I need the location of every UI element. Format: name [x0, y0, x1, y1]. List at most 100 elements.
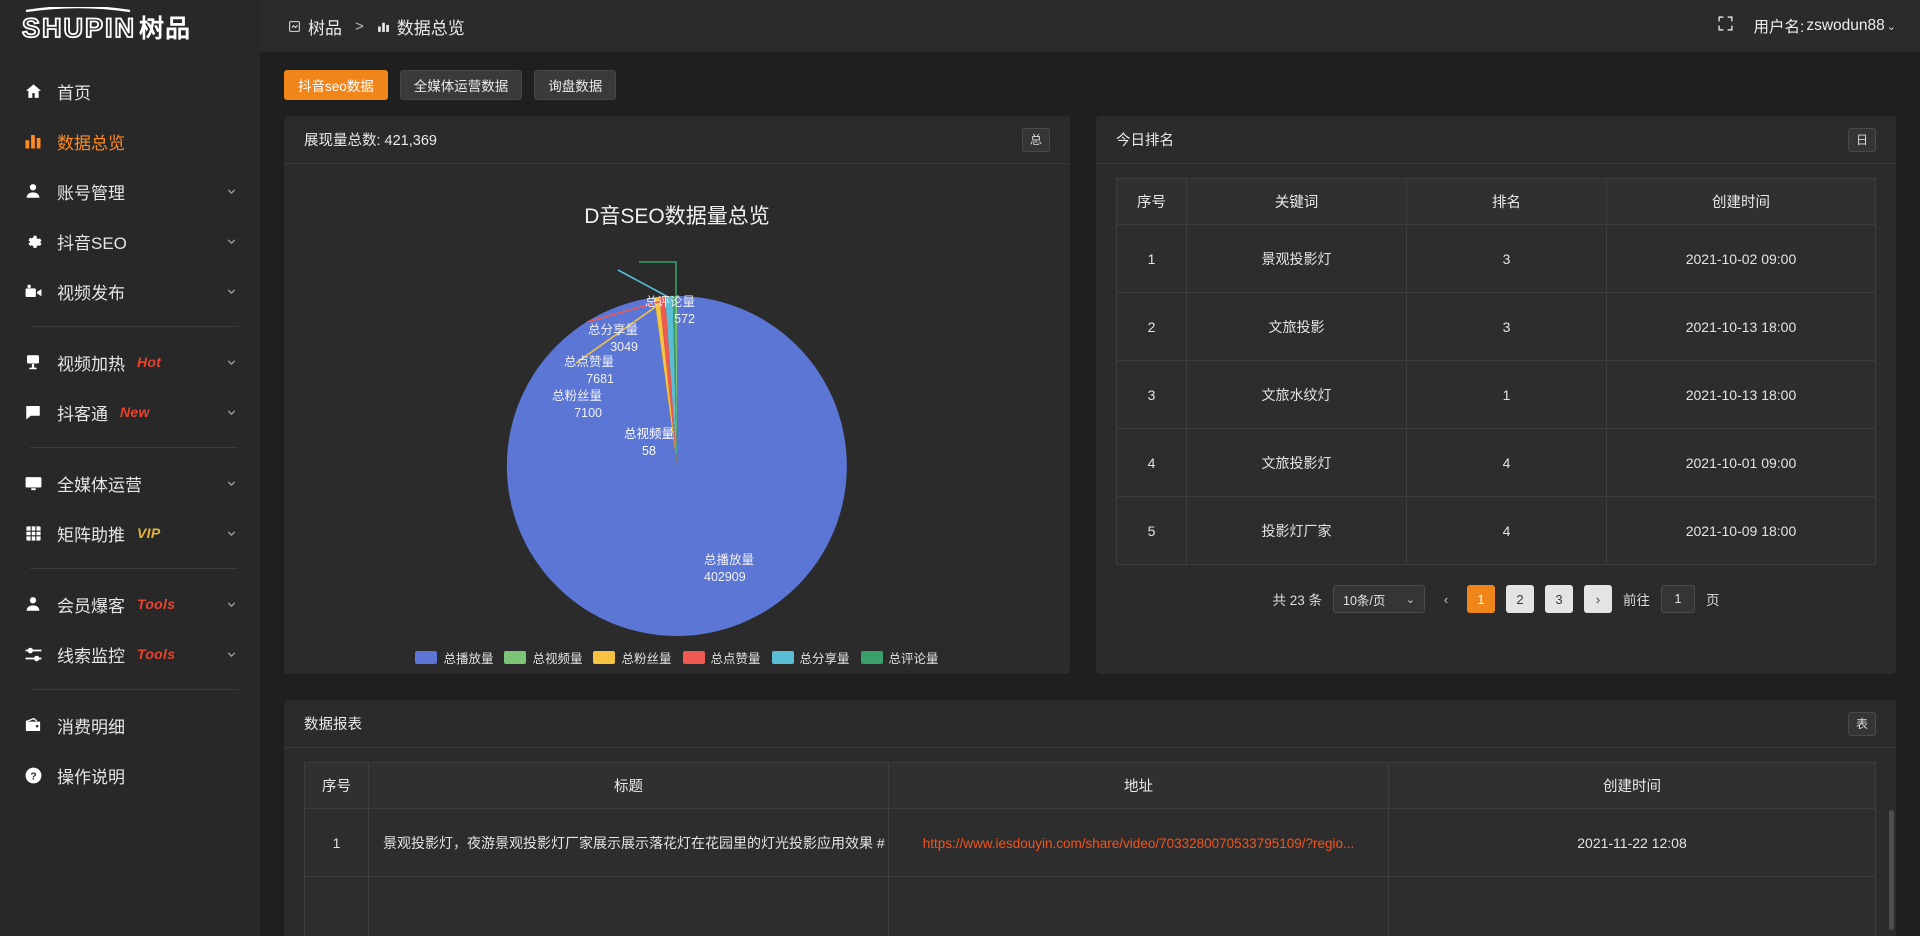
table-row[interactable]: 3 文旅水纹灯 1 2021-10-13 18:00: [1116, 360, 1876, 429]
video-url-link[interactable]: https://www.iesdouyin.com/share/video/70…: [922, 835, 1355, 851]
sidebar-badge-tools: Tools: [137, 646, 176, 662]
fullscreen-icon[interactable]: [1717, 15, 1734, 37]
table-header-row: 序号 关键词 排名 创建时间: [1116, 178, 1876, 225]
sidebar-item-video-boost[interactable]: 视频加热 Hot: [0, 337, 260, 387]
legend-item-videos[interactable]: 总视频量: [504, 648, 582, 667]
sidebar-item-member-boom[interactable]: 会员爆客 Tools: [0, 579, 260, 629]
tab-douyin-seo-data[interactable]: 抖音seo数据: [284, 70, 388, 100]
sidebar-item-label: 视频加热: [57, 354, 125, 374]
user-icon: [22, 180, 44, 202]
pie-label-comments: 总评论量 572: [644, 295, 695, 326]
pie-slice-videos[interactable]: [675, 295, 677, 466]
chevron-down-icon[interactable]: [225, 285, 238, 298]
legend-item-likes[interactable]: 总点赞量: [682, 648, 761, 667]
pagination-page-2[interactable]: 2: [1506, 585, 1535, 613]
cell-created: 2021-10-13 18:00: [1606, 360, 1876, 429]
dashboard-row: 展现量总数: 421,369 总 D音SEO数据量总览: [284, 116, 1896, 674]
sidebar-item-lead-monitor[interactable]: 线索监控 Tools: [0, 629, 260, 679]
ranking-range-chip[interactable]: 日: [1847, 127, 1876, 152]
sidebar-item-matrix-boost[interactable]: 矩阵助推 VIP: [0, 508, 260, 558]
chevron-down-icon[interactable]: [225, 527, 238, 540]
pagination-jump-input[interactable]: [1661, 585, 1696, 613]
breadcrumb-label: 树品: [308, 18, 342, 38]
sidebar-item-omnimedia[interactable]: 全媒体运营: [0, 458, 260, 508]
report-range-chip[interactable]: 表: [1847, 711, 1876, 736]
breadcrumb-item-root[interactable]: 树品: [288, 14, 342, 39]
user-menu[interactable]: 用户名: zswodun88 ⌄: [1754, 15, 1896, 37]
sidebar-item-data-overview[interactable]: 数据总览: [0, 116, 260, 166]
col-created: 创建时间: [1606, 178, 1876, 225]
cell-index: 4: [1116, 428, 1187, 497]
page-scrollbar-thumb[interactable]: [1889, 810, 1894, 930]
legend-item-fans[interactable]: 总粉丝量: [593, 648, 672, 667]
pie-slice-plays[interactable]: [506, 296, 847, 636]
pie-label-likes: 总点赞量 7681: [563, 355, 614, 386]
table-row[interactable]: [304, 876, 1876, 936]
cell-index: 3: [1116, 360, 1187, 429]
pagination-next-button[interactable]: ›: [1584, 585, 1613, 613]
overview-range-chip[interactable]: 总: [1021, 127, 1050, 152]
sidebar-item-account-management[interactable]: 账号管理: [0, 166, 260, 216]
breadcrumb-separator: >: [355, 17, 364, 35]
shupin-logo-icon: SHUPIN 树品: [21, 7, 190, 44]
chevron-down-icon[interactable]: [225, 598, 238, 611]
table-row[interactable]: 1 景观投影灯，夜游景观投影灯厂家展示展示落花灯在花园里的灯光投影应用效果 # …: [304, 808, 1876, 877]
pagination-page-3[interactable]: 3: [1545, 585, 1574, 613]
user-name: zswodun88: [1806, 17, 1885, 34]
legend-item-plays[interactable]: 总播放量: [415, 648, 493, 667]
app-icon: [288, 20, 301, 33]
sidebar-item-label: 首页: [57, 83, 91, 103]
sidebar-item-video-publish[interactable]: 视频发布: [0, 266, 260, 316]
tab-omnimedia-data[interactable]: 全媒体运营数据: [399, 70, 523, 100]
ranking-table: 序号 关键词 排名 创建时间 1 景观投影灯 3 2021-10: [1116, 178, 1876, 565]
sidebar-item-douyin-seo[interactable]: 抖音SEO: [0, 216, 260, 266]
sidebar-item-home[interactable]: 首页: [0, 66, 260, 116]
pie-slice-likes[interactable]: [659, 296, 677, 466]
ranking-card-header: 今日排名 日: [1096, 116, 1896, 164]
leader-line-fans: [575, 304, 659, 364]
sidebar-divider: [30, 689, 238, 690]
sidebar-item-label: 视频发布: [57, 283, 125, 303]
legend-item-shares[interactable]: 总分享量: [771, 648, 850, 667]
chevron-down-icon[interactable]: [225, 477, 238, 490]
brand-logo[interactable]: SHUPIN 树品: [0, 0, 260, 52]
chevron-down-icon[interactable]: [225, 235, 238, 248]
chevron-down-icon[interactable]: [225, 406, 238, 419]
pagination-page-1[interactable]: 1: [1467, 585, 1496, 613]
col-index: 序号: [304, 762, 369, 809]
filter-tabs: 抖音seo数据 全媒体运营数据 询盘数据: [284, 52, 1896, 116]
chevron-down-icon: ⌄: [1405, 593, 1416, 606]
pie-slice-shares[interactable]: [665, 296, 677, 466]
table-row[interactable]: 5 投影灯厂家 4 2021-10-09 18:00: [1116, 496, 1876, 565]
tab-inquiry-data[interactable]: 询盘数据: [534, 70, 617, 100]
cell-title: 景观投影灯，夜游景观投影灯厂家展示展示落花灯在花园里的灯光投影应用效果 #: [368, 808, 889, 877]
cell-url: [888, 876, 1389, 936]
sidebar-item-label: 线索监控: [57, 646, 125, 666]
sidebar-item-consumption-detail[interactable]: 消费明细: [0, 700, 260, 750]
chart-legend: 总播放量 总视频量 总粉丝量: [284, 648, 1070, 667]
table-row[interactable]: 1 景观投影灯 3 2021-10-02 09:00: [1116, 224, 1876, 293]
legend-item-comments[interactable]: 总评论量: [860, 648, 939, 667]
legend-swatch-shares: [771, 651, 794, 664]
cell-title: [368, 876, 889, 936]
chevron-down-icon[interactable]: [225, 185, 238, 198]
breadcrumb-item-current[interactable]: 数据总览: [377, 14, 465, 39]
legend-label: 总视频量: [532, 652, 583, 666]
report-card-header: 数据报表 表: [284, 700, 1896, 748]
chevron-down-icon[interactable]: [225, 648, 238, 661]
table-row[interactable]: 4 文旅投影灯 4 2021-10-01 09:00: [1116, 428, 1876, 497]
sidebar-item-douketong[interactable]: 抖客通 New: [0, 387, 260, 437]
pagination-total: 共 23 条: [1272, 593, 1323, 608]
pie-slice-comments[interactable]: [672, 295, 677, 466]
wallet-icon: [22, 714, 44, 736]
table-row[interactable]: 2 文旅投影 3 2021-10-13 18:00: [1116, 292, 1876, 361]
pie-slice-fans[interactable]: [654, 296, 677, 466]
chevron-down-icon[interactable]: [225, 356, 238, 369]
page-size-select[interactable]: 10条/页 ⌄: [1333, 585, 1426, 613]
breadcrumb-label: 数据总览: [396, 18, 465, 38]
sidebar-item-instructions[interactable]: ? 操作说明: [0, 750, 260, 800]
sidebar-badge-hot: Hot: [137, 354, 162, 370]
gear-icon: [22, 230, 44, 252]
pagination-prev-button[interactable]: ‹: [1443, 591, 1449, 607]
cell-created: 2021-11-22 12:08: [1388, 808, 1876, 877]
